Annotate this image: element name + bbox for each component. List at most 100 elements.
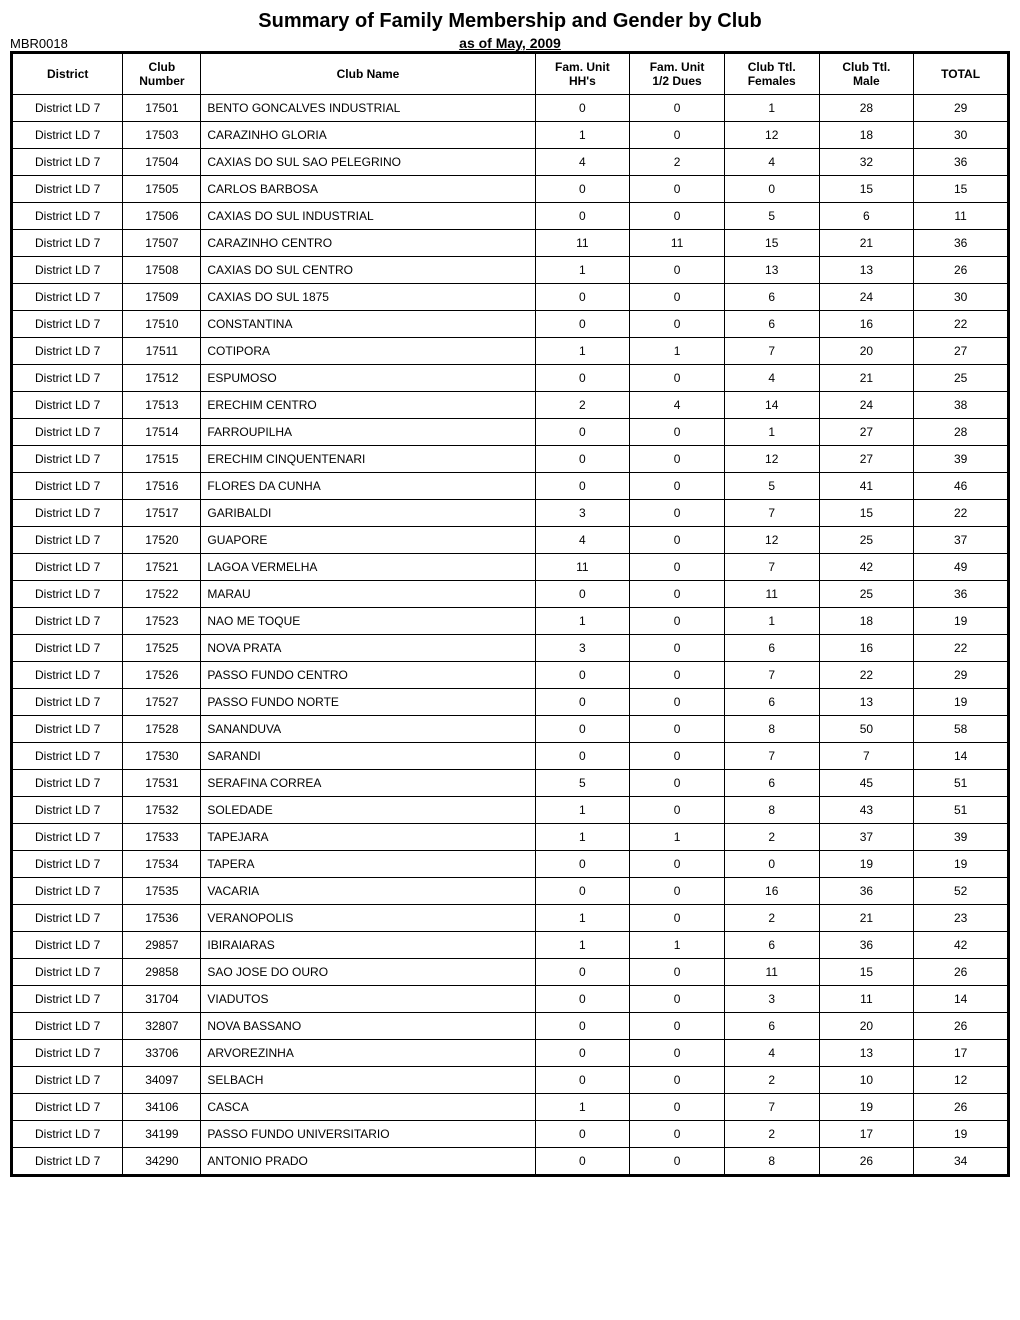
cell-male: 32 (819, 149, 914, 176)
table-row: District LD 717503CARAZINHO GLORIA101218… (12, 122, 1009, 149)
cell-dues: 0 (630, 608, 725, 635)
cell-total: 34 (914, 1148, 1009, 1176)
cell-club-name: FARROUPILHA (201, 419, 535, 446)
cell-number: 17525 (123, 635, 201, 662)
cell-number: 17516 (123, 473, 201, 500)
cell-club-name: CAXIAS DO SUL CENTRO (201, 257, 535, 284)
cell-hh: 0 (535, 365, 630, 392)
cell-females: 15 (724, 230, 819, 257)
cell-club-name: VIADUTOS (201, 986, 535, 1013)
cell-females: 12 (724, 446, 819, 473)
cell-club-name: ERECHIM CENTRO (201, 392, 535, 419)
cell-male: 27 (819, 419, 914, 446)
cell-dues: 0 (630, 446, 725, 473)
cell-male: 36 (819, 932, 914, 959)
table-row: District LD 717527PASSO FUNDO NORTE00613… (12, 689, 1009, 716)
table-row: District LD 717512ESPUMOSO0042125 (12, 365, 1009, 392)
cell-females: 14 (724, 392, 819, 419)
cell-club-name: CARAZINHO CENTRO (201, 230, 535, 257)
cell-number: 32807 (123, 1013, 201, 1040)
cell-club-name: NOVA PRATA (201, 635, 535, 662)
cell-total: 26 (914, 1094, 1009, 1121)
cell-club-name: PASSO FUNDO UNIVERSITARIO (201, 1121, 535, 1148)
cell-dues: 0 (630, 797, 725, 824)
cell-hh: 0 (535, 1040, 630, 1067)
page-title: Summary of Family Membership and Gender … (10, 10, 1010, 33)
cell-females: 2 (724, 905, 819, 932)
cell-district: District LD 7 (12, 932, 123, 959)
table-row: District LD 717505CARLOS BARBOSA0001515 (12, 176, 1009, 203)
cell-club-name: ESPUMOSO (201, 365, 535, 392)
report-id: MBR0018 (10, 36, 130, 51)
cell-district: District LD 7 (12, 365, 123, 392)
cell-number: 17523 (123, 608, 201, 635)
cell-total: 23 (914, 905, 1009, 932)
cell-females: 11 (724, 959, 819, 986)
cell-number: 17536 (123, 905, 201, 932)
cell-male: 7 (819, 743, 914, 770)
header-fam-unit-dues: Fam. Unit1/2 Dues (630, 53, 725, 95)
cell-club-name: PASSO FUNDO CENTRO (201, 662, 535, 689)
cell-club-name: VERANOPOLIS (201, 905, 535, 932)
cell-total: 39 (914, 446, 1009, 473)
header-district: District (12, 53, 123, 95)
cell-male: 18 (819, 122, 914, 149)
cell-number: 17511 (123, 338, 201, 365)
cell-district: District LD 7 (12, 554, 123, 581)
cell-females: 6 (724, 689, 819, 716)
cell-district: District LD 7 (12, 338, 123, 365)
cell-hh: 3 (535, 500, 630, 527)
cell-district: District LD 7 (12, 527, 123, 554)
cell-dues: 0 (630, 1094, 725, 1121)
cell-total: 17 (914, 1040, 1009, 1067)
cell-number: 17506 (123, 203, 201, 230)
cell-hh: 0 (535, 1148, 630, 1176)
cell-number: 17530 (123, 743, 201, 770)
cell-number: 17505 (123, 176, 201, 203)
cell-district: District LD 7 (12, 581, 123, 608)
cell-male: 24 (819, 284, 914, 311)
cell-male: 36 (819, 878, 914, 905)
table-row: District LD 717530SARANDI007714 (12, 743, 1009, 770)
header-row: MBR0018 as of May, 2009 (10, 35, 1010, 51)
cell-hh: 1 (535, 824, 630, 851)
cell-hh: 0 (535, 176, 630, 203)
cell-male: 41 (819, 473, 914, 500)
cell-club-name: VACARIA (201, 878, 535, 905)
cell-club-name: GARIBALDI (201, 500, 535, 527)
cell-females: 2 (724, 824, 819, 851)
cell-hh: 0 (535, 743, 630, 770)
cell-total: 52 (914, 878, 1009, 905)
cell-number: 17513 (123, 392, 201, 419)
table-row: District LD 717504CAXIAS DO SUL SAO PELE… (12, 149, 1009, 176)
cell-dues: 1 (630, 932, 725, 959)
cell-number: 17527 (123, 689, 201, 716)
table-row: District LD 717511COTIPORA1172027 (12, 338, 1009, 365)
header-club-name: Club Name (201, 53, 535, 95)
cell-dues: 0 (630, 1121, 725, 1148)
cell-females: 12 (724, 122, 819, 149)
cell-hh: 1 (535, 1094, 630, 1121)
cell-hh: 0 (535, 662, 630, 689)
cell-hh: 0 (535, 95, 630, 122)
cell-club-name: SOLEDADE (201, 797, 535, 824)
cell-number: 17532 (123, 797, 201, 824)
cell-district: District LD 7 (12, 986, 123, 1013)
cell-dues: 0 (630, 554, 725, 581)
table-row: District LD 717507CARAZINHO CENTRO111115… (12, 230, 1009, 257)
cell-male: 19 (819, 1094, 914, 1121)
table-row: District LD 717520GUAPORE40122537 (12, 527, 1009, 554)
cell-district: District LD 7 (12, 230, 123, 257)
cell-hh: 1 (535, 338, 630, 365)
cell-hh: 1 (535, 797, 630, 824)
cell-total: 15 (914, 176, 1009, 203)
table-row: District LD 717517GARIBALDI3071522 (12, 500, 1009, 527)
cell-hh: 1 (535, 257, 630, 284)
cell-dues: 0 (630, 743, 725, 770)
cell-male: 19 (819, 851, 914, 878)
cell-male: 11 (819, 986, 914, 1013)
cell-number: 17503 (123, 122, 201, 149)
table-row: District LD 734290ANTONIO PRADO0082634 (12, 1148, 1009, 1176)
cell-hh: 4 (535, 527, 630, 554)
cell-hh: 0 (535, 689, 630, 716)
